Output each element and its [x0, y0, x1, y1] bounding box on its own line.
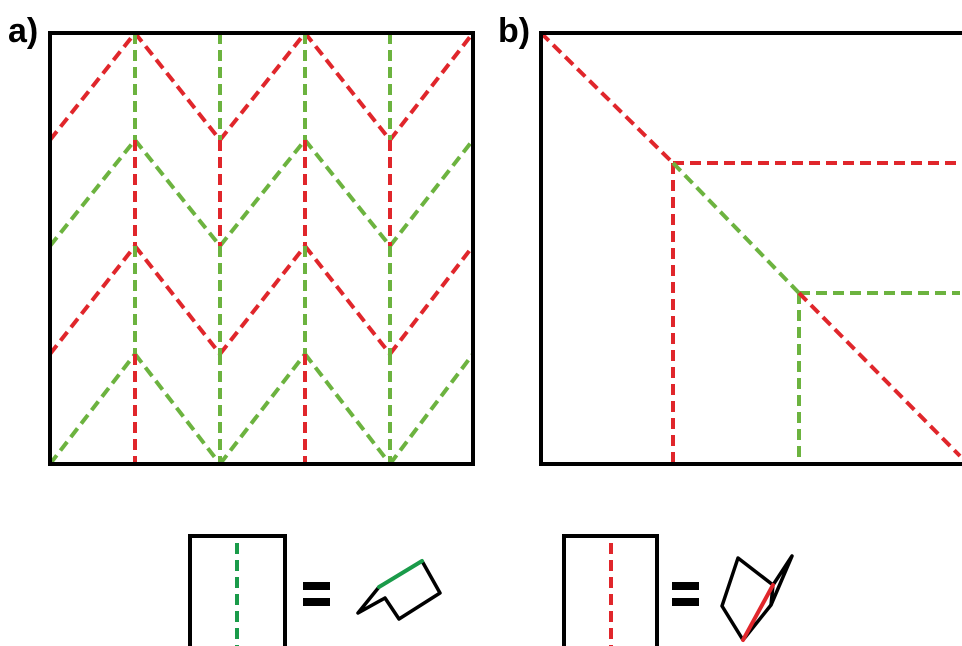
zigzag-fold-line — [133, 31, 222, 142]
valley-fold-icon — [356, 559, 442, 621]
legend-valley-fold — [188, 534, 442, 646]
panel-a-frame — [48, 31, 475, 466]
zigzag-fold-line — [388, 352, 475, 466]
panel-b-crease-pattern — [539, 31, 962, 466]
zigzag-fold-line — [218, 244, 307, 356]
zigzag-fold-line — [133, 138, 222, 248]
mountain-fold-icon-crease — [741, 583, 775, 642]
legend-mountain-fold — [562, 534, 794, 646]
zigzag-fold-line — [303, 138, 392, 248]
zigzag-fold-line — [303, 31, 392, 142]
diagonal-fold-line — [539, 31, 675, 165]
panel-label-a: a) — [8, 12, 39, 50]
zigzag-fold-line — [48, 244, 137, 356]
diagonal-fold-line — [797, 291, 962, 458]
equals-sign-top-2 — [672, 582, 699, 590]
zigzag-fold-line — [388, 244, 475, 356]
equals-sign-top — [303, 582, 330, 590]
legend-valley-square — [188, 534, 287, 646]
panel-a-fold-lines — [48, 31, 475, 466]
zigzag-fold-line — [218, 138, 307, 248]
zigzag-fold-line — [218, 352, 307, 466]
zigzag-fold-line — [48, 138, 137, 248]
zigzag-fold-line — [388, 31, 475, 142]
zigzag-fold-line — [218, 31, 307, 142]
panel-b-frame — [539, 31, 962, 466]
equals-sign-bottom — [303, 598, 330, 606]
panel-label-b: b) — [498, 12, 531, 50]
panel-a-crease-pattern — [48, 31, 475, 466]
zigzag-fold-line — [133, 352, 222, 466]
zigzag-fold-line — [133, 244, 222, 356]
zigzag-fold-line — [48, 352, 137, 466]
legend-mountain-square — [562, 534, 659, 646]
equals-sign-bottom-2 — [672, 598, 699, 606]
mountain-fold-icon — [720, 554, 794, 642]
zigzag-fold-line — [303, 244, 392, 356]
diagonal-fold-line — [671, 161, 801, 295]
valley-fold-icon-crease — [377, 559, 424, 589]
zigzag-fold-line — [388, 138, 475, 248]
zigzag-fold-line — [48, 31, 137, 142]
panel-b-fold-lines — [539, 31, 962, 464]
zigzag-fold-line — [303, 352, 392, 466]
